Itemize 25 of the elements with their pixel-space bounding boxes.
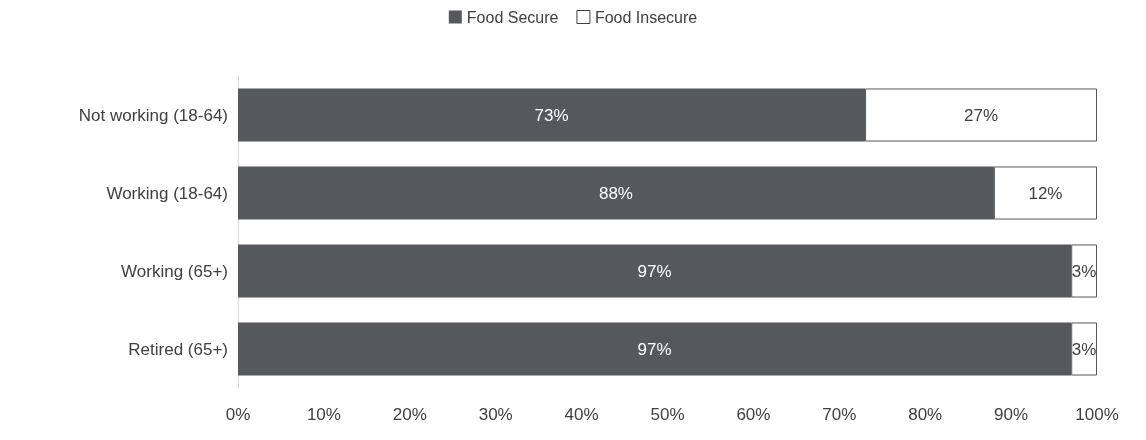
x-tick-label: 50% [650, 405, 685, 424]
legend-label: Food Insecure [594, 8, 698, 26]
x-tick-label: 100% [1075, 405, 1119, 424]
data-label: 97% [637, 339, 672, 359]
x-tick-label: 60% [736, 405, 771, 424]
y-tick-label: Retired (65+) [128, 339, 228, 359]
data-label: 73% [534, 105, 569, 125]
data-label: 97% [637, 261, 672, 281]
y-tick-label: Working (65+) [121, 261, 228, 281]
y-tick-label: Working (18-64) [106, 183, 228, 203]
x-tick-label: 40% [564, 405, 599, 424]
x-tick-label: 70% [822, 405, 857, 424]
y-tick-label: Not working (18-64) [78, 105, 228, 125]
x-tick-label: 30% [478, 405, 513, 424]
x-tick-label: 20% [392, 405, 427, 424]
data-label: 88% [598, 183, 633, 203]
data-label: 3% [1071, 261, 1097, 281]
data-label: 27% [964, 105, 999, 125]
data-label: 3% [1071, 339, 1097, 359]
legend-label: Food Secure [466, 8, 559, 26]
x-tick-label: 10% [306, 405, 341, 424]
data-label: 12% [1028, 183, 1063, 203]
x-tick-label: 0% [225, 405, 251, 424]
x-tick-label: 80% [908, 405, 943, 424]
x-tick-label: 90% [994, 405, 1029, 424]
